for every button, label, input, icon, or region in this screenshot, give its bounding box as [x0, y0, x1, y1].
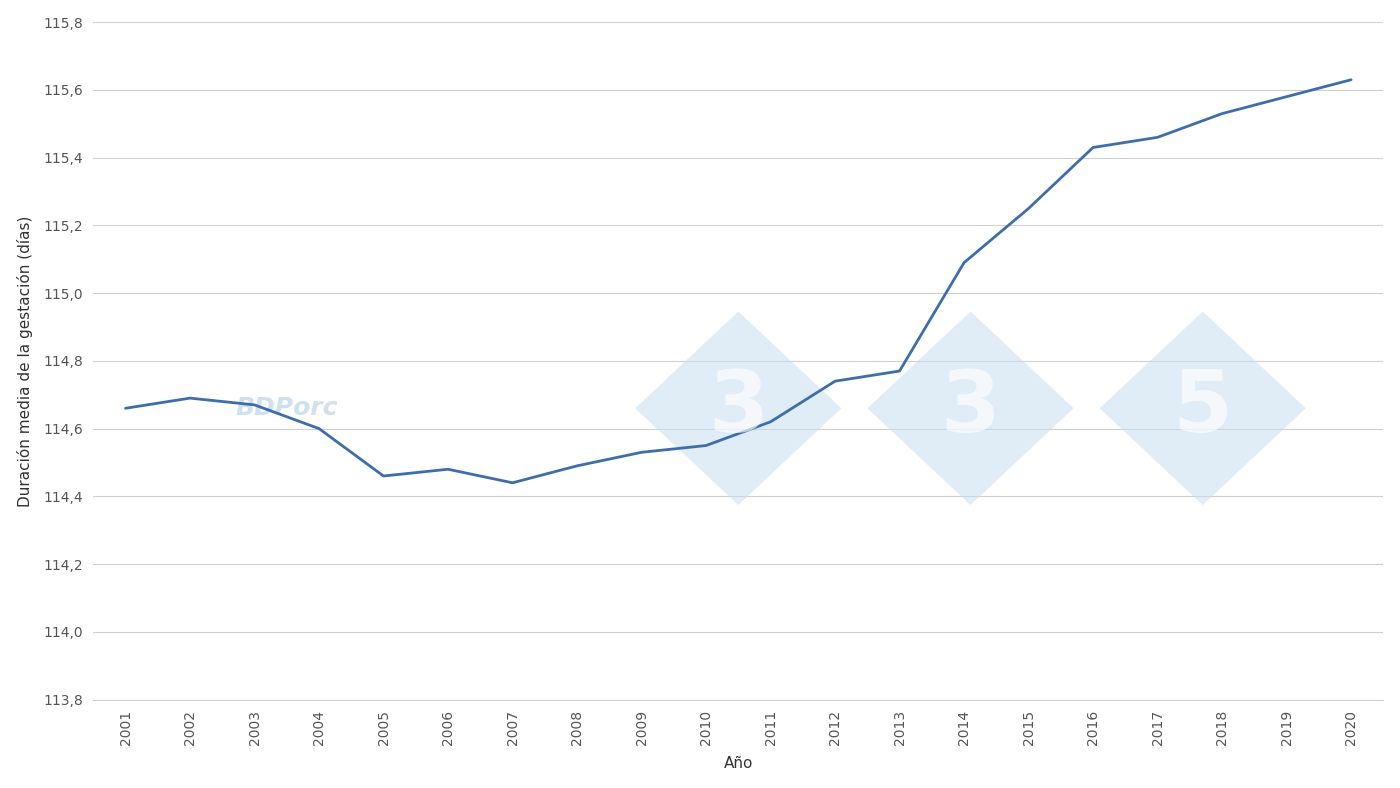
X-axis label: Año: Año: [724, 756, 753, 771]
Text: BDPorc: BDPorc: [235, 396, 337, 420]
Text: 3: 3: [708, 366, 769, 450]
Text: 3: 3: [941, 366, 1001, 450]
Polygon shape: [1099, 311, 1306, 505]
Polygon shape: [868, 311, 1074, 505]
Y-axis label: Duración media de la gestación (días): Duración media de la gestación (días): [17, 215, 32, 507]
Polygon shape: [636, 311, 841, 505]
Text: 5: 5: [1173, 366, 1233, 450]
